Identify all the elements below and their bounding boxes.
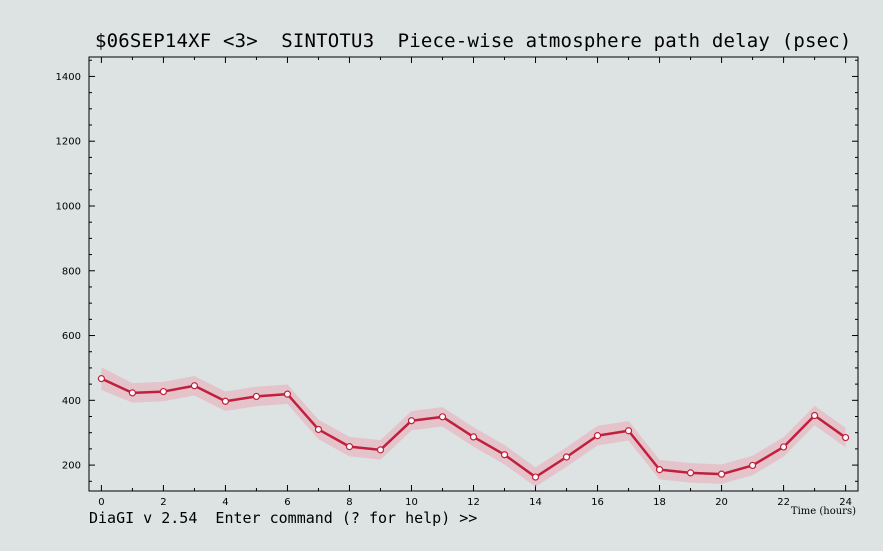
data-point xyxy=(810,411,819,420)
data-point xyxy=(128,389,137,397)
plot-frame xyxy=(88,56,859,492)
data-point xyxy=(748,461,757,470)
y-tick-label: 1400 xyxy=(56,72,81,83)
data-point xyxy=(283,390,292,398)
x-tick-label: 14 xyxy=(529,497,542,508)
data-point xyxy=(252,392,261,401)
data-point xyxy=(531,473,540,481)
data-point xyxy=(190,382,199,390)
y-tick-label: 600 xyxy=(62,331,81,342)
data-point xyxy=(469,433,478,441)
x-tick-label: 6 xyxy=(284,497,290,508)
x-tick-label: 2 xyxy=(160,497,166,508)
command-prompt[interactable]: DiaGI v 2.54 Enter command (? for help) … xyxy=(89,509,478,527)
data-point xyxy=(345,443,354,451)
data-point xyxy=(562,453,571,461)
data-point xyxy=(159,387,168,396)
x-tick-label: 24 xyxy=(839,497,852,508)
x-tick-label: 0 xyxy=(98,497,104,508)
x-tick-label: 10 xyxy=(405,497,418,508)
x-tick-label: 8 xyxy=(346,497,352,508)
x-tick-label: 4 xyxy=(222,497,228,508)
data-point xyxy=(500,451,509,459)
data-point xyxy=(97,375,106,383)
data-point xyxy=(221,397,230,405)
x-tick-label: 22 xyxy=(777,497,790,508)
error-band xyxy=(101,367,846,487)
data-point xyxy=(593,432,602,440)
x-axis-label: Time (hours) xyxy=(791,506,856,517)
x-tick-label: 16 xyxy=(591,497,604,508)
data-point xyxy=(655,466,664,474)
chart-title: $06SEP14XF <3> SINTOTU3 Piece-wise atmos… xyxy=(95,30,852,52)
data-point xyxy=(407,417,416,425)
y-tick-label: 800 xyxy=(62,266,81,277)
y-tick-label: 200 xyxy=(62,461,81,472)
y-tick-label: 400 xyxy=(62,396,81,407)
data-point xyxy=(717,470,726,478)
data-point xyxy=(779,443,788,451)
y-tick-label: 1200 xyxy=(56,137,81,148)
data-point xyxy=(314,425,323,434)
x-tick-label: 20 xyxy=(715,497,728,508)
x-tick-label: 12 xyxy=(467,497,480,508)
data-point xyxy=(841,433,850,442)
data-point xyxy=(686,469,695,477)
data-point xyxy=(376,446,385,454)
y-tick-label: 1000 xyxy=(56,201,81,212)
x-tick-label: 18 xyxy=(653,497,666,508)
data-point xyxy=(438,413,447,421)
data-point xyxy=(624,427,633,435)
